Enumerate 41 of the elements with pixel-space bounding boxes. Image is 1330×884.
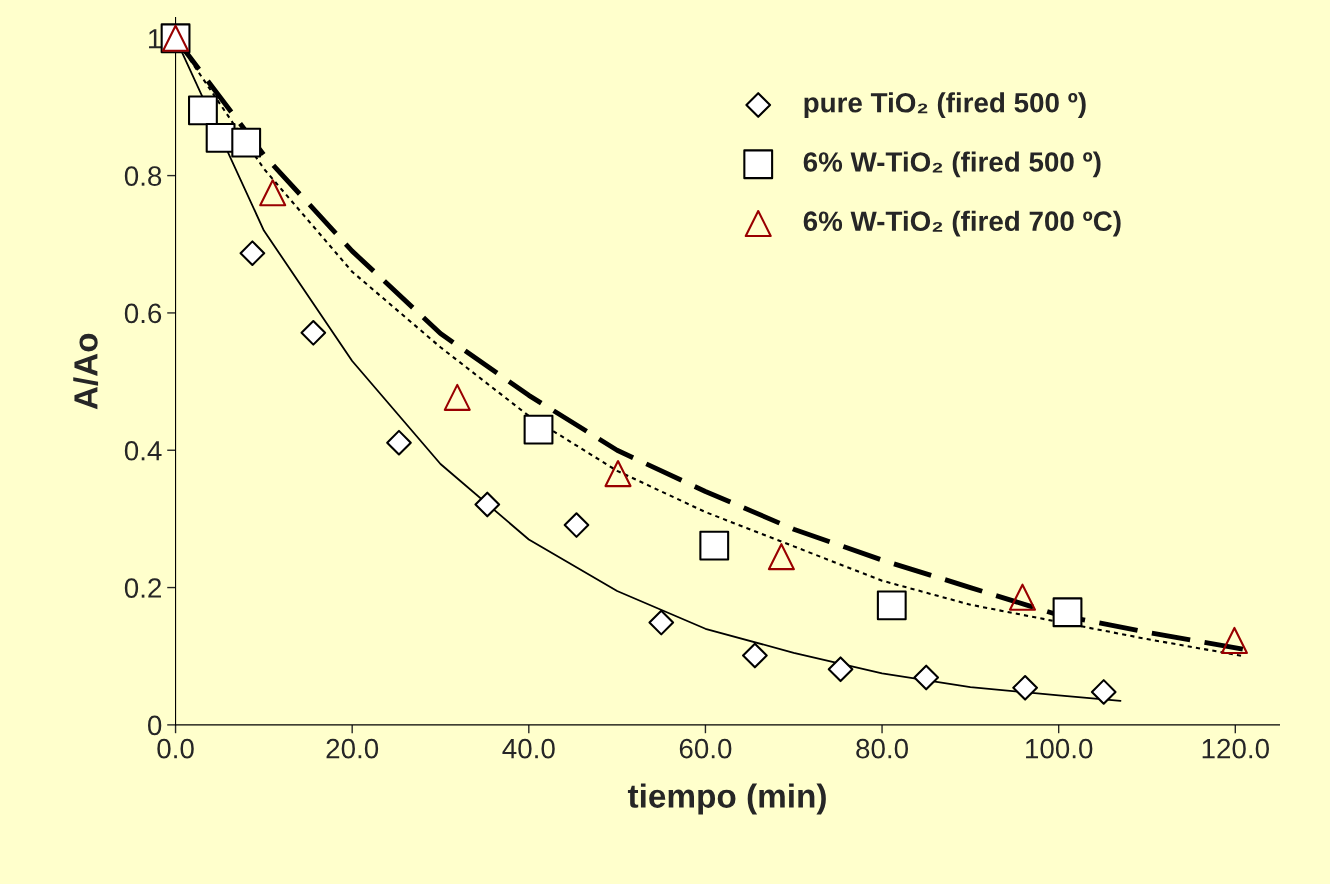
y-tick-label: 1 — [149, 29, 162, 49]
point — [474, 491, 501, 518]
point — [239, 240, 266, 267]
x-tick-label: 100.0 — [1026, 738, 1093, 759]
point — [1052, 597, 1083, 628]
y-tick-label: 0.4 — [124, 440, 162, 461]
y-axis-title: A/Ao — [73, 333, 99, 410]
point — [699, 530, 730, 561]
point — [386, 429, 412, 456]
x-tick-label: 20.0 — [326, 738, 379, 759]
point — [188, 95, 218, 126]
y-tick-label: 0 — [148, 715, 162, 736]
point — [913, 664, 940, 691]
x-tick-label: 60.0 — [679, 738, 732, 759]
point — [767, 543, 795, 571]
x-axis-title: tiempo (min) — [627, 783, 826, 815]
point — [1090, 679, 1117, 705]
y-tick-label: 0.8 — [124, 166, 162, 186]
legend-label: 6% W-TiO₂ (fired 500 º) — [803, 151, 1101, 178]
x-tick-label: 0.0 — [157, 738, 194, 759]
point — [231, 127, 262, 158]
point — [1220, 626, 1248, 654]
x-tick-label: 120.0 — [1202, 738, 1269, 759]
point — [443, 383, 471, 411]
point — [876, 590, 907, 621]
point — [827, 656, 854, 683]
x-tick-label: 80.0 — [856, 738, 908, 759]
legend-label: pure TiO₂ (fired 500 º) — [804, 92, 1086, 119]
point — [742, 642, 768, 669]
point — [300, 319, 327, 346]
point — [648, 609, 675, 636]
x-tick-label: 40.0 — [502, 738, 555, 759]
point — [563, 512, 590, 538]
point — [1012, 674, 1038, 701]
legend-label: 6% W-TiO₂ (fired 700 ºC) — [803, 210, 1121, 237]
y-tick-label: 0.6 — [124, 303, 162, 324]
point — [604, 460, 632, 488]
point — [259, 179, 287, 207]
point — [1008, 583, 1037, 611]
point — [523, 414, 554, 445]
y-tick-label: 0.2 — [124, 578, 161, 598]
